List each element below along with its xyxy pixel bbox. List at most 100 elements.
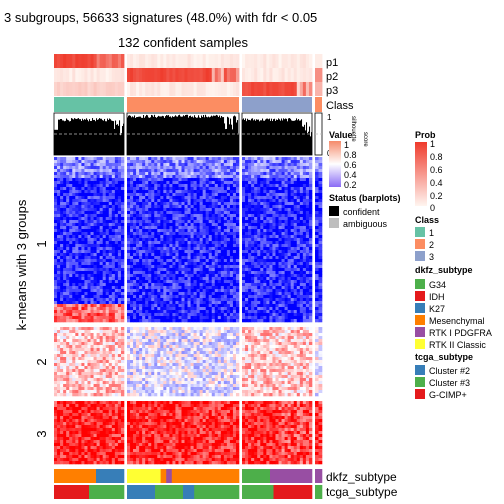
- heat-cell: [145, 160, 149, 164]
- heat-cell: [205, 304, 210, 308]
- heat-cell: [105, 292, 110, 296]
- heat-cell: [78, 313, 82, 317]
- heat-cell: [84, 235, 88, 239]
- heat-cell: [105, 256, 110, 260]
- heat-cell: [242, 259, 246, 263]
- heat-cell: [299, 268, 304, 272]
- heat-cell: [81, 247, 85, 251]
- heat-cell: [242, 286, 246, 290]
- heat-cell: [172, 211, 176, 215]
- heat-cell: [223, 202, 228, 206]
- heat-cell: [263, 247, 267, 251]
- heat-cell: [217, 214, 222, 218]
- heat-cell: [99, 205, 103, 209]
- heat-cell: [127, 277, 131, 281]
- heat-cell: [193, 190, 197, 194]
- heat-cell: [214, 244, 219, 248]
- silhouette-bar: [72, 118, 74, 155]
- heat-cell: [172, 175, 176, 179]
- heat-cell: [251, 271, 255, 275]
- heat-cell: [93, 253, 97, 257]
- heat-cell: [229, 301, 234, 305]
- heat-cell: [120, 274, 125, 278]
- heat-cell: [211, 295, 216, 299]
- heat-cell: [196, 301, 200, 305]
- silhouette-bar: [181, 116, 183, 155]
- heat-cell: [169, 268, 173, 272]
- prob-cell: [223, 82, 228, 96]
- heat-cell: [72, 199, 76, 203]
- heat-cell: [272, 253, 276, 257]
- heat-cell: [278, 304, 282, 308]
- heat-cell: [72, 202, 76, 206]
- heat-cell: [78, 283, 82, 287]
- heat-cell: [87, 265, 91, 269]
- heat-cell: [290, 241, 295, 245]
- silhouette-bar: [306, 122, 308, 155]
- heat-cell: [208, 238, 213, 242]
- heat-cell: [148, 292, 152, 296]
- heat-cell: [57, 286, 61, 290]
- heat-cell: [139, 256, 143, 260]
- silhouette-bar: [152, 115, 154, 155]
- heat-cell: [169, 187, 173, 191]
- heat-cell: [148, 313, 152, 317]
- heat-cell: [166, 199, 170, 203]
- heat-cell: [190, 292, 194, 296]
- heat-cell: [145, 229, 149, 233]
- heat-cell: [57, 202, 61, 206]
- heat-cell: [142, 256, 146, 260]
- heat-cell: [111, 250, 116, 254]
- heat-cell: [69, 304, 73, 308]
- heat-cell: [184, 256, 188, 260]
- heat-cell: [281, 214, 285, 218]
- heat-cell: [114, 178, 119, 182]
- prob-cell: [151, 68, 155, 82]
- prob-cell: [117, 68, 122, 82]
- heat-cell: [157, 178, 161, 182]
- heat-cell: [266, 295, 270, 299]
- heat-cell: [290, 244, 295, 248]
- heat-cell: [130, 229, 134, 233]
- heat-cell: [117, 163, 122, 167]
- heat-cell: [66, 169, 70, 173]
- heat-cell: [54, 199, 58, 203]
- heat-cell: [260, 175, 264, 179]
- heat-cell: [75, 166, 79, 170]
- heat-cell: [99, 310, 103, 314]
- silhouette-bar: [224, 123, 226, 155]
- heat-cell: [160, 226, 164, 230]
- heat-cell: [269, 217, 273, 221]
- heat-cell: [235, 238, 240, 242]
- prob-cell: [299, 54, 304, 68]
- heat-cell: [145, 232, 149, 236]
- heat-cell: [260, 220, 264, 224]
- heat-cell: [178, 202, 182, 206]
- heat-cell: [248, 241, 252, 245]
- heat-cell: [254, 307, 258, 311]
- heat-cell: [69, 160, 73, 164]
- heat-cell: [160, 307, 164, 311]
- heat-cell: [196, 313, 200, 317]
- heat-cell: [114, 199, 119, 203]
- heat-cell: [214, 247, 219, 251]
- heat-cell: [105, 280, 110, 284]
- heat-cell: [193, 214, 197, 218]
- prob-cell: [242, 82, 246, 96]
- heat-cell: [151, 235, 155, 239]
- silhouette-bar: [188, 117, 190, 155]
- heat-cell: [254, 241, 258, 245]
- prob-cell: [163, 54, 167, 68]
- heat-cell: [157, 160, 161, 164]
- heat-cell: [187, 313, 191, 317]
- heat-cell: [235, 319, 240, 323]
- heat-cell: [102, 295, 107, 299]
- heat-cell: [160, 292, 164, 296]
- heat-cell: [114, 220, 119, 224]
- heat-cell: [235, 163, 240, 167]
- heat-cell: [220, 178, 225, 182]
- heat-cell: [196, 265, 200, 269]
- heat-cell: [202, 253, 207, 257]
- heat-cell: [272, 298, 276, 302]
- heat-cell: [102, 274, 107, 278]
